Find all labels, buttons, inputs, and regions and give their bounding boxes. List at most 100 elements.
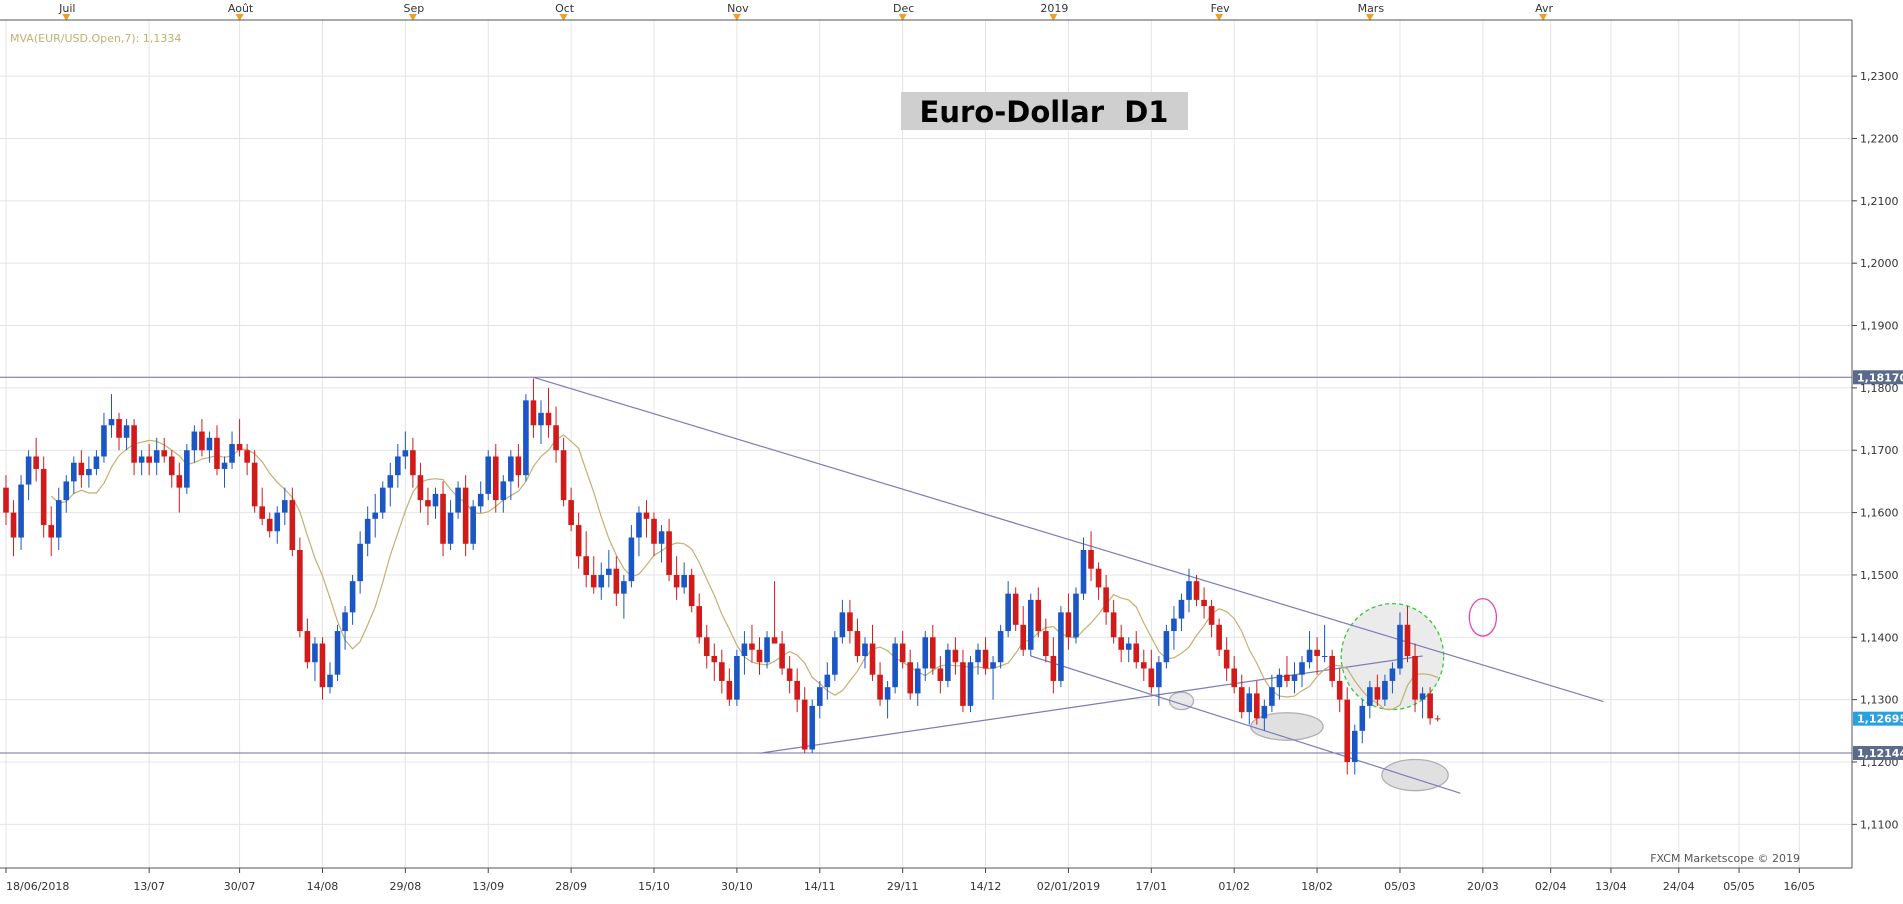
candle-body xyxy=(1208,606,1215,625)
candle xyxy=(86,456,92,488)
candle-body xyxy=(244,450,250,463)
candle xyxy=(1397,612,1403,675)
candle xyxy=(560,437,567,507)
candle xyxy=(304,618,311,669)
x-tick-label: 29/08 xyxy=(390,880,422,893)
candle xyxy=(1261,699,1268,731)
month-marker xyxy=(732,14,741,21)
candle-body xyxy=(545,412,552,426)
x-tick-label: 17/01 xyxy=(1135,880,1167,893)
candle-body xyxy=(1043,631,1049,656)
candle xyxy=(1148,649,1155,694)
highlight-ellipse xyxy=(1381,758,1449,792)
candle xyxy=(884,680,891,719)
highlight-ellipse xyxy=(1468,597,1498,637)
candle xyxy=(1223,637,1230,681)
candle xyxy=(477,481,484,513)
candle xyxy=(327,662,333,694)
candle-body xyxy=(1201,599,1207,607)
candle-body xyxy=(40,468,47,526)
candle-body xyxy=(1269,687,1275,706)
candle xyxy=(1291,662,1298,694)
candle-body xyxy=(379,487,386,513)
candle-body xyxy=(967,662,974,706)
candle-body xyxy=(289,500,296,550)
candle-body xyxy=(334,631,341,675)
month-label: Mars xyxy=(1358,2,1385,15)
candle-body xyxy=(869,643,876,675)
candle-body xyxy=(1050,656,1057,681)
candle xyxy=(621,574,627,619)
candle xyxy=(417,462,424,513)
candle xyxy=(492,444,499,513)
candle xyxy=(1314,637,1320,675)
candle xyxy=(244,444,250,476)
candle xyxy=(892,637,898,694)
candle xyxy=(530,378,537,438)
candle-body xyxy=(236,444,243,451)
candle-body xyxy=(877,674,883,700)
candle-body xyxy=(1088,550,1094,569)
candle-body xyxy=(349,581,356,613)
candle-body xyxy=(1103,587,1109,613)
candle-body xyxy=(93,456,100,469)
candle-body xyxy=(568,500,574,526)
candle-body xyxy=(221,462,228,469)
y-tick-label: 1,1400 xyxy=(1860,631,1899,644)
price-marker-bg xyxy=(1853,746,1903,761)
trend-line xyxy=(1030,655,1461,794)
candle-body xyxy=(131,425,137,463)
candle xyxy=(832,631,838,681)
candle-body xyxy=(1171,618,1177,632)
candle xyxy=(372,493,379,538)
candle xyxy=(251,450,258,513)
price-marker-bg xyxy=(1853,711,1903,726)
candle-body xyxy=(854,631,861,656)
candle xyxy=(877,662,883,706)
candle xyxy=(643,500,650,538)
candle xyxy=(1193,574,1200,607)
candle-body xyxy=(1178,599,1185,619)
x-tick-label: 02/04 xyxy=(1535,880,1567,893)
x-tick-label: 05/05 xyxy=(1723,880,1755,893)
candle-body xyxy=(553,425,559,451)
candle xyxy=(1140,649,1147,681)
candle-body xyxy=(990,662,996,669)
candle-body xyxy=(1095,568,1102,588)
y-tick-label: 1,2100 xyxy=(1860,195,1899,208)
y-tick-label: 1,2000 xyxy=(1860,257,1899,270)
candle xyxy=(1389,662,1396,694)
candle xyxy=(1125,637,1132,663)
candle xyxy=(334,624,341,681)
candle-body xyxy=(116,419,122,438)
candle-body xyxy=(884,687,891,700)
candle xyxy=(771,581,778,644)
y-tick-label: 1,1800 xyxy=(1860,382,1899,395)
candle-body xyxy=(63,481,70,501)
candle xyxy=(1178,593,1185,632)
candle xyxy=(982,637,989,675)
candle xyxy=(312,637,318,681)
candle xyxy=(289,487,296,557)
candle-body xyxy=(1329,656,1335,681)
candle xyxy=(1005,581,1011,638)
candle-body xyxy=(779,643,785,669)
candle xyxy=(357,531,363,594)
candle-body xyxy=(892,643,898,688)
candle-body xyxy=(1216,624,1222,650)
month-marker xyxy=(559,14,568,21)
candle-body xyxy=(1314,649,1320,656)
candle xyxy=(1110,599,1117,644)
candle xyxy=(447,500,454,550)
x-tick-label: 14/08 xyxy=(307,880,339,893)
candle xyxy=(131,419,137,476)
candle-body xyxy=(440,493,446,544)
candle-body xyxy=(741,643,748,656)
month-label: Oct xyxy=(555,2,575,15)
candle xyxy=(1012,587,1019,632)
candle-body xyxy=(319,643,326,688)
candle-body xyxy=(809,705,816,750)
candle xyxy=(48,506,55,557)
candle xyxy=(3,475,9,526)
